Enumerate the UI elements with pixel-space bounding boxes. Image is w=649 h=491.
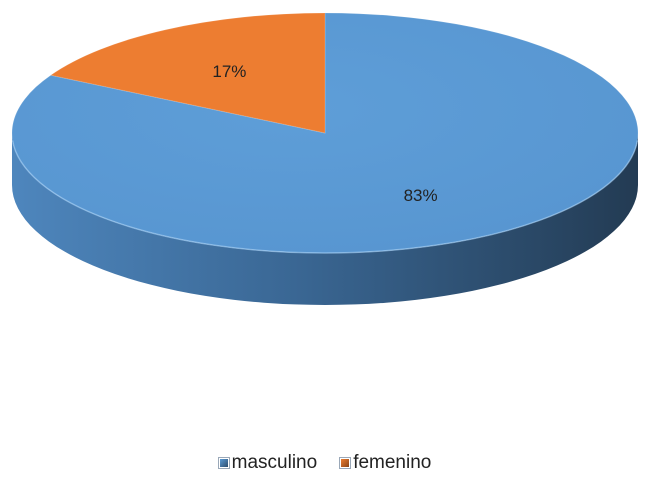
- pie-labels: 83% 17%: [212, 62, 437, 205]
- slice-side-masculino: [12, 133, 638, 305]
- pie-tops: [11, 12, 639, 254]
- legend-swatch-masculino: [217, 457, 230, 469]
- legend-item-masculino: masculino: [217, 452, 318, 474]
- data-label-masculino: 83%: [404, 186, 438, 205]
- slice-femenino: [49, 12, 326, 134]
- data-label-femenino: 17%: [212, 62, 246, 81]
- rim-highlight: [11, 140, 639, 254]
- pie-sides: [12, 133, 638, 305]
- legend-label-masculino: masculino: [231, 452, 318, 473]
- legend-item-femenino: femenino: [339, 452, 431, 474]
- legend-label-femenino: femenino: [353, 452, 432, 473]
- legend-swatch-femenino: [339, 457, 352, 469]
- legend: masculino femenino: [0, 452, 649, 474]
